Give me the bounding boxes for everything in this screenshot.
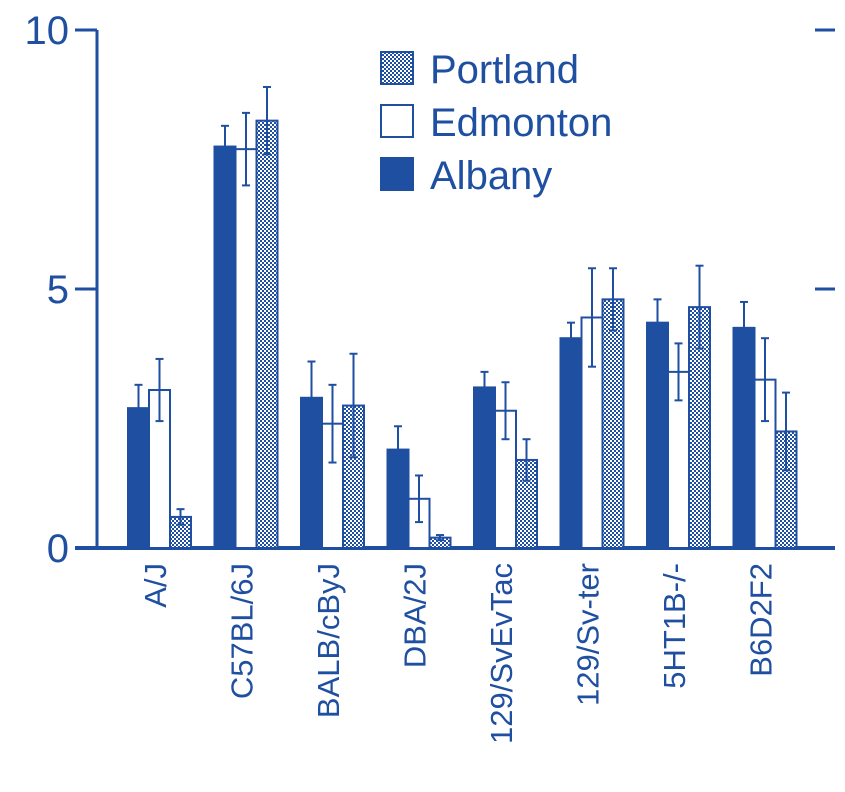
bar-portland — [255, 119, 279, 550]
bar-portland — [601, 298, 625, 549]
legend-label-edmonton: Edmonton — [430, 101, 612, 145]
category-label: B6D2F2 — [744, 563, 779, 677]
legend-swatch-albany — [380, 157, 414, 191]
bar-albany — [732, 326, 756, 549]
legend-label-albany: Albany — [430, 154, 552, 198]
y-tick-label: 5 — [47, 268, 69, 312]
category-label: BALB/cByJ — [311, 563, 346, 718]
bar-albany — [646, 321, 669, 550]
category-label: C57BL/6J — [225, 563, 260, 699]
category-label: DBA/2J — [398, 563, 433, 668]
category-label: 129/Sv-ter — [571, 563, 606, 706]
legend-swatch-edmonton — [380, 104, 414, 138]
category-labels: A/J C57BL/6J BALB/cByJ DBA/2J 129/SvEvTac 129… — [138, 563, 779, 744]
bar-albany — [559, 337, 583, 549]
y-tick-label: 0 — [47, 527, 69, 571]
y-tick-label: 10 — [25, 9, 70, 53]
legend-swatch-portland — [380, 51, 414, 85]
bar-albany — [213, 145, 237, 550]
bar-edmonton — [234, 148, 258, 549]
legend: Portland Edmonton Albany — [380, 48, 612, 198]
bar-albany — [473, 386, 496, 550]
category-label: 5HT1B-/- — [657, 563, 692, 689]
category-label: 129/SvEvTac — [484, 563, 519, 744]
axes: 0 5 10 — [25, 9, 835, 571]
category-label: A/J — [138, 563, 173, 608]
bars — [127, 85, 798, 550]
legend-label-portland: Portland — [430, 48, 579, 92]
